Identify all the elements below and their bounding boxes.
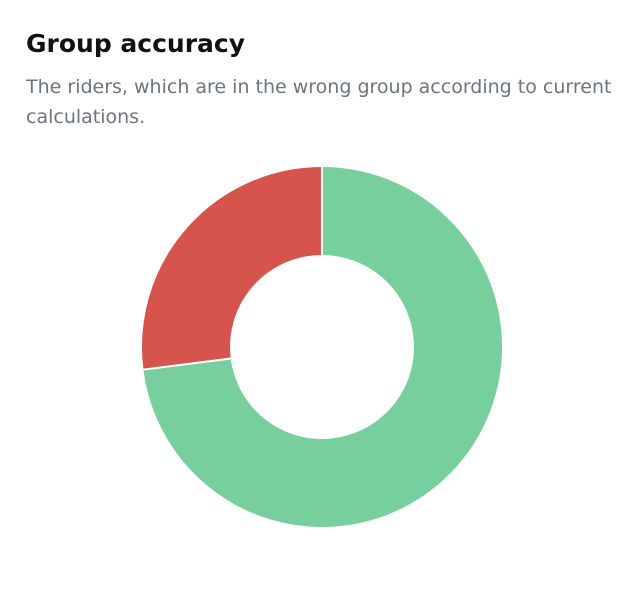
chart-subtitle: The riders, which are in the wrong group…	[26, 76, 612, 128]
donut-segment	[141, 164, 504, 529]
donut-segment	[140, 164, 323, 371]
chart-title: Group accuracy	[26, 29, 246, 58]
